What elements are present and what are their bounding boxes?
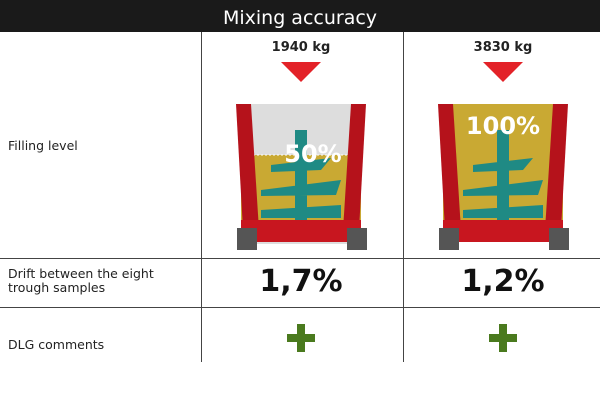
column-divider bbox=[201, 32, 202, 362]
row-label-filling-level: Filling level bbox=[8, 138, 78, 153]
row-label-dlg: DLG comments bbox=[8, 337, 105, 352]
row-divider bbox=[0, 258, 600, 259]
weight-label: 3830 kg bbox=[473, 40, 533, 55]
row-label-drift: Drift between the eight trough samples bbox=[8, 266, 154, 295]
mixer-illustration-50: 50% bbox=[236, 62, 367, 250]
arrow-down-icon bbox=[281, 62, 321, 82]
drift-value: 1,2% bbox=[461, 264, 545, 299]
fill-percentage-label: 50% bbox=[284, 140, 341, 168]
mixer-illustration-100: 100% bbox=[438, 62, 569, 250]
fill-percentage-label: 100% bbox=[466, 112, 540, 140]
plus-icon bbox=[403, 324, 600, 352]
weight-label: 1940 kg bbox=[271, 40, 331, 55]
page-title: Mixing accuracy bbox=[0, 0, 600, 32]
column-divider bbox=[403, 32, 404, 362]
arrow-down-icon bbox=[483, 62, 523, 82]
drift-value: 1,7% bbox=[259, 264, 343, 299]
row-divider bbox=[0, 307, 600, 308]
plus-icon bbox=[201, 324, 401, 352]
